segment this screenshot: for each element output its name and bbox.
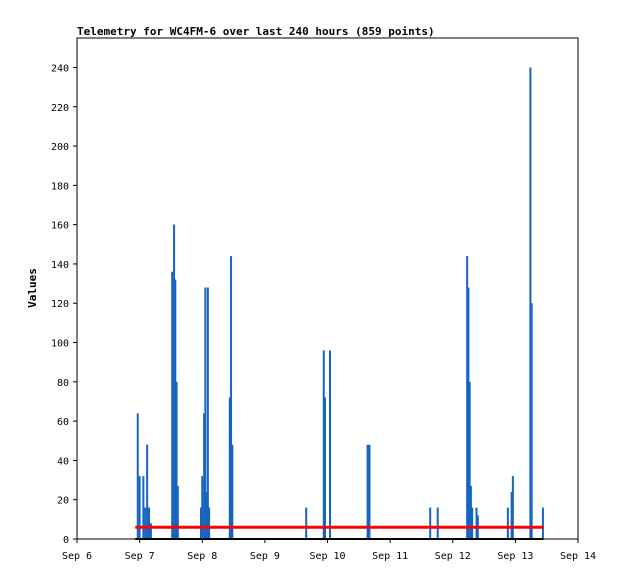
- x-tick-label: Sep 13: [497, 551, 533, 562]
- y-tick-label: 40: [57, 456, 69, 467]
- y-tick-label: 60: [57, 417, 69, 428]
- x-tick-label: Sep 7: [125, 551, 155, 562]
- y-axis: 0 20 40 60 80 100 120 140 160 180 200 220 240: [51, 63, 77, 546]
- y-tick-label: 160: [51, 221, 69, 232]
- y-tick-label: 0: [63, 535, 69, 546]
- y-tick-label: 80: [57, 378, 69, 389]
- y-tick-label: 120: [51, 299, 69, 310]
- x-tick-label: Sep 9: [250, 551, 280, 562]
- y-tick-label: 100: [51, 339, 69, 350]
- x-tick-label: Sep 12: [435, 551, 471, 562]
- y-tick-label: 20: [57, 496, 69, 507]
- y-tick-label: 200: [51, 142, 69, 153]
- y-tick-label: 220: [51, 103, 69, 114]
- x-tick-label: Sep 10: [309, 551, 345, 562]
- x-tick-label: Sep 6: [62, 551, 92, 562]
- y-tick-label: 240: [51, 63, 69, 74]
- y-axis-label: Values: [26, 268, 39, 308]
- y-tick-label: 180: [51, 181, 69, 192]
- x-axis: Sep 6 Sep 7 Sep 8 Sep 9 Sep 10 Sep 11 Sep 12 Se…: [62, 539, 596, 562]
- chart-title: Telemetry for WC4FM-6 over last 240 hour…: [77, 25, 435, 38]
- plot-frame: [76, 37, 579, 540]
- x-tick-label: Sep 8: [187, 551, 217, 562]
- x-tick-label: Sep 11: [372, 551, 408, 562]
- y-tick-label: 140: [51, 260, 69, 271]
- series-layer: [135, 67, 544, 540]
- x-tick-label: Sep 14: [560, 551, 596, 562]
